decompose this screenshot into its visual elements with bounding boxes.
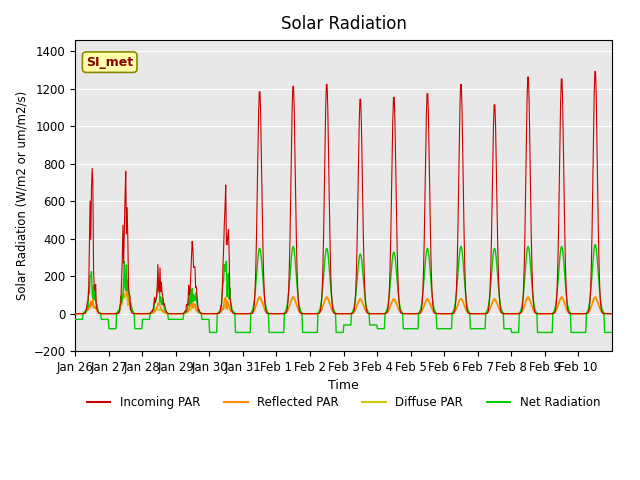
Y-axis label: Solar Radiation (W/m2 or um/m2/s): Solar Radiation (W/m2 or um/m2/s) <box>15 91 28 300</box>
Legend: Incoming PAR, Reflected PAR, Diffuse PAR, Net Radiation: Incoming PAR, Reflected PAR, Diffuse PAR… <box>82 391 605 414</box>
X-axis label: Time: Time <box>328 380 359 393</box>
Text: SI_met: SI_met <box>86 56 133 69</box>
Title: Solar Radiation: Solar Radiation <box>280 15 406 33</box>
